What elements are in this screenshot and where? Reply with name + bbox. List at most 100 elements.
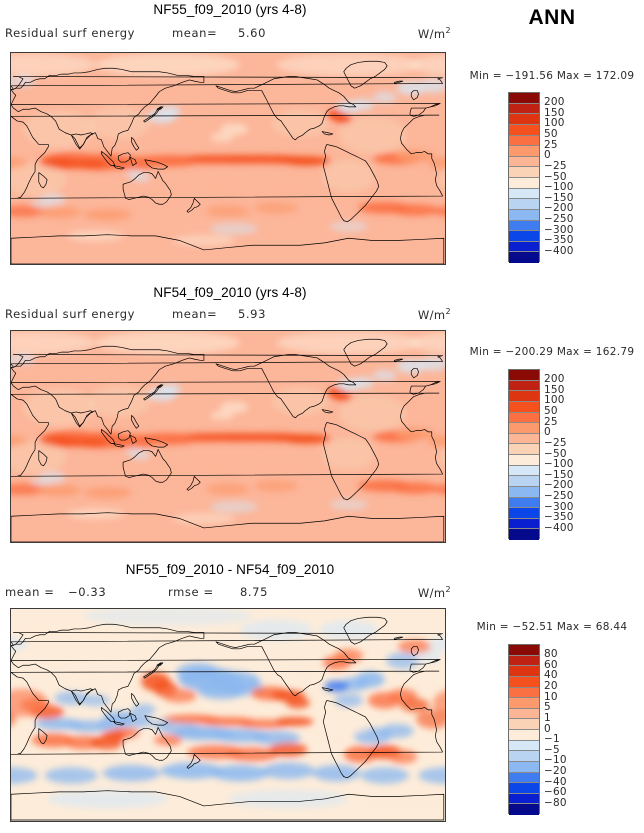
colorbar-tick-label: 10 [544, 690, 558, 703]
mean-label: mean= [172, 26, 218, 40]
colorbar-tick-label: −50 [544, 447, 567, 460]
colorbar-band [509, 645, 539, 656]
colorbar-tick-label: −150 [544, 468, 574, 481]
colorbar-band [509, 444, 539, 455]
minmax-nf54: Min = −200.29 Max = 162.79 [469, 346, 635, 358]
colorbar-band [509, 804, 539, 815]
units-label: W/m2 [417, 585, 451, 600]
colorbar-tick-label: 25 [544, 415, 558, 428]
colorbar-band [509, 719, 539, 730]
colorbar-tick-label: −80 [544, 796, 567, 809]
minmax-nf55: Min = −191.56 Max = 172.09 [469, 70, 635, 82]
colorbar-tick-label: −1 [544, 733, 560, 746]
colorbar-tick-label: −300 [544, 223, 574, 236]
colorbar-band [509, 708, 539, 720]
colorbar-tick-label: −10 [544, 754, 567, 767]
colorbar-band [509, 740, 539, 752]
season-title: ANN [528, 6, 576, 29]
map-nf54 [10, 330, 446, 543]
colorbar-tick-label: 150 [544, 106, 565, 119]
colorbar-band [509, 252, 539, 263]
colorbar-band [509, 380, 539, 392]
colorbar-strip [508, 644, 540, 815]
colorbar-band [509, 486, 539, 498]
colorbar-tick-label: 40 [544, 669, 558, 682]
colorbar-tick-label: −100 [544, 458, 574, 471]
colorbar-band [509, 209, 539, 221]
colorbar-labels: 80 60 40 20 10 5 1 0 −1 −5 −10 −20 −40 −60 −80 [544, 644, 598, 814]
colorbar-labels: 200 150 100 50 25 0 −25 −50 −100 −150 −200 −250 −300… [544, 369, 598, 539]
mean-label: mean= [172, 307, 218, 321]
colorbar-band [509, 772, 539, 784]
colorbar-band [509, 167, 539, 178]
map-canvas-nf54 [11, 331, 445, 542]
colorbar-tick-label: −200 [544, 202, 574, 215]
colorbar-band [509, 412, 539, 424]
colorbar-band [509, 476, 539, 487]
mean-value: 5.60 [238, 26, 267, 40]
colorbar-band [509, 220, 539, 232]
colorbar-tick-label: −250 [544, 213, 574, 225]
colorbar-band [509, 178, 539, 189]
colorbar-band [509, 93, 539, 104]
colorbar-tick-label: 20 [544, 680, 558, 692]
units-label: W/m2 [417, 26, 451, 41]
colorbar-band [509, 370, 539, 381]
colorbar-tick-label: 0 [544, 149, 551, 162]
panel-subline: Residual surf energy mean= 5.93 W/m2 [0, 307, 460, 323]
colorbar-band [509, 465, 539, 477]
colorbar-band [509, 698, 539, 709]
panel-title: NF55_f09_2010 (yrs 4-8) [153, 2, 307, 17]
colorbar-band [509, 793, 539, 805]
rmse-value: 8.75 [240, 585, 269, 599]
colorbar-band [509, 188, 539, 200]
colorbar-tick-label: −400 [544, 521, 574, 534]
colorbar-band [509, 114, 539, 125]
colorbar-band [509, 655, 539, 667]
colorbar-band [509, 391, 539, 402]
colorbar-strip [508, 369, 540, 540]
colorbar-tick-label: −50 [544, 170, 567, 183]
colorbar-band [509, 730, 539, 741]
variable-label: Residual surf energy [5, 307, 136, 321]
colorbar-tick-label: −150 [544, 191, 574, 204]
colorbar-tick-label: 150 [544, 383, 565, 396]
colorbar-band [509, 455, 539, 466]
colorbar-band [509, 156, 539, 168]
colorbar-band [509, 529, 539, 540]
colorbar-tick-label: 1 [544, 711, 551, 724]
colorbar-band [509, 103, 539, 115]
colorbar-band [509, 676, 539, 688]
colorbar-tick-label: −25 [544, 159, 567, 172]
colorbar-band [509, 135, 539, 147]
colorbar-tick-label: −400 [544, 244, 574, 257]
colorbar-tick-label: 0 [544, 426, 551, 439]
colorbar-tick-label: −100 [544, 181, 574, 194]
panel-subline: mean = −0.33 rmse = 8.75 W/m2 [0, 585, 460, 601]
colorbar-tick-label: −300 [544, 500, 574, 513]
colorbar-tick-label: −5 [544, 743, 560, 756]
colorbar-tick-label: 80 [544, 648, 558, 661]
colorbar-strip [508, 92, 540, 263]
colorbar-tick-label: 100 [544, 394, 565, 407]
colorbar-band [509, 433, 539, 445]
colorbar-band [509, 666, 539, 677]
colorbar-band [509, 751, 539, 762]
colorbar-band [509, 497, 539, 509]
colorbar-tick-label: −20 [544, 765, 567, 777]
colorbar-tick-label: 60 [544, 658, 558, 671]
units-label: W/m2 [417, 307, 451, 322]
colorbar-tick-label: 5 [544, 701, 551, 714]
map-diff [10, 608, 446, 822]
colorbar-tick-label: 0 [544, 722, 551, 735]
colorbar-tick-label: 50 [544, 405, 558, 417]
colorbar-tick-label: −60 [544, 786, 567, 799]
colorbar-tick-label: 25 [544, 138, 558, 151]
colorbar-band [509, 783, 539, 794]
rmse-label: rmse = [168, 585, 214, 599]
colorbar-band [509, 146, 539, 157]
variable-label: Residual surf energy [5, 26, 136, 40]
mean-value: 5.93 [238, 307, 267, 321]
colorbar-band [509, 199, 539, 210]
